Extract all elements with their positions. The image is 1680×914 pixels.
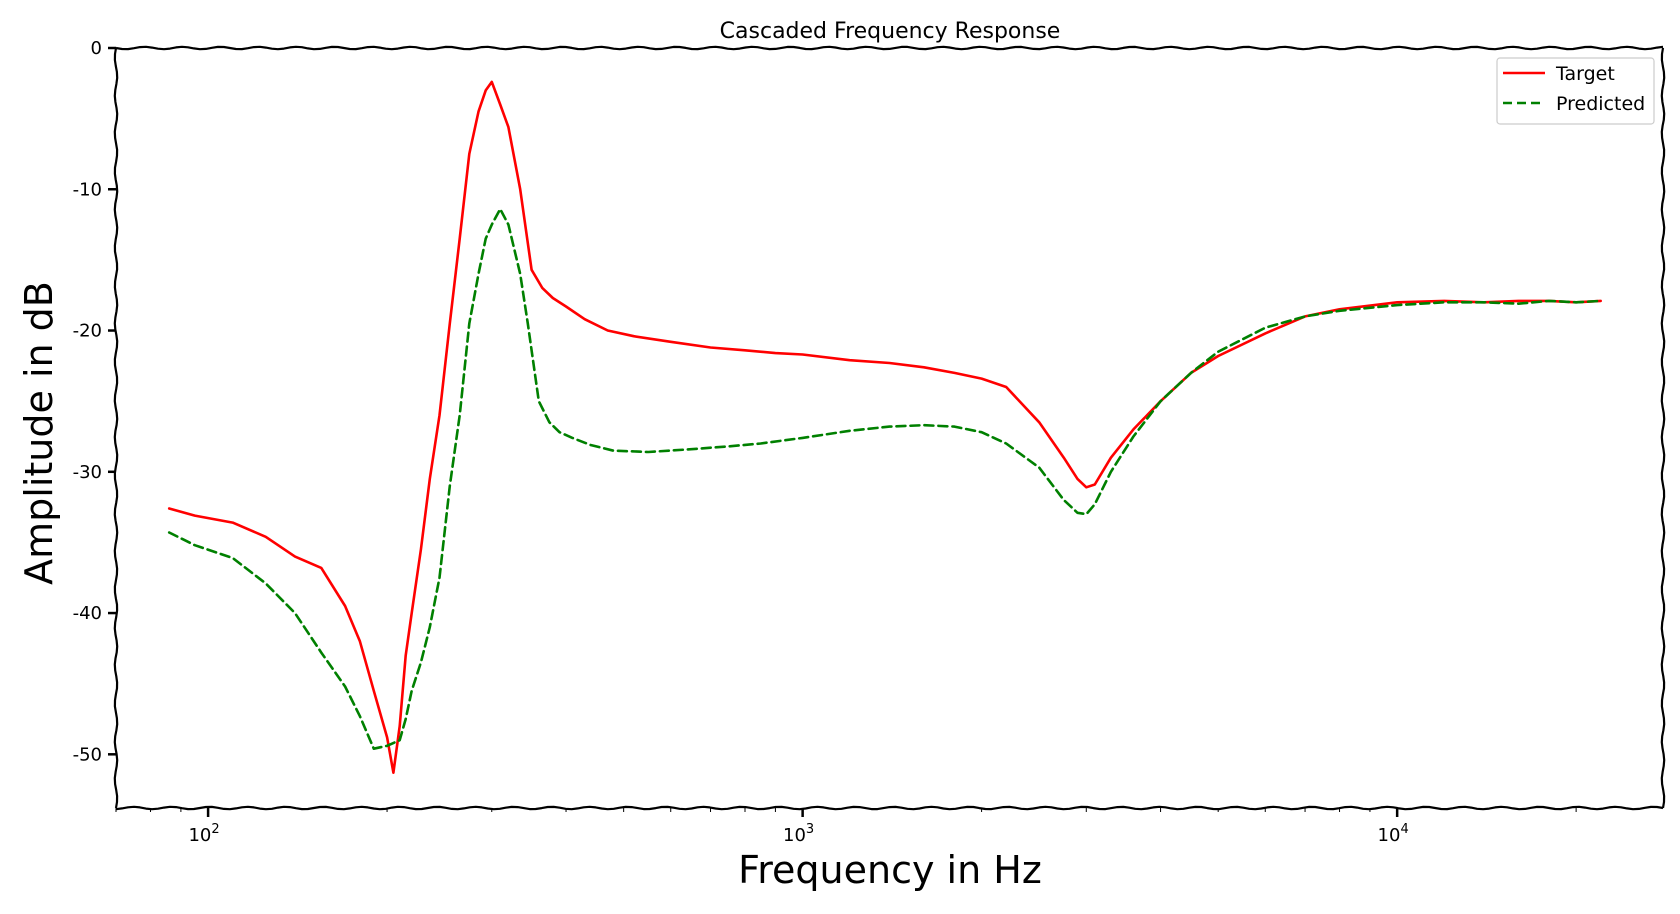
x-tick-label: 103 <box>783 822 814 846</box>
frame-top <box>115 45 1664 51</box>
frame-right <box>1660 47 1666 809</box>
legend-box <box>1496 57 1655 125</box>
y-tick-label: -40 <box>73 603 102 624</box>
y-tick-label: -30 <box>73 462 102 483</box>
legend: Target Predicted <box>1496 57 1655 125</box>
chart-title: Cascaded Frequency Response <box>720 19 1061 44</box>
y-tick-label: 0 <box>91 38 102 59</box>
frame-bottom <box>115 805 1664 811</box>
axis-ticks: 0 -10 -20 -30 -40 -50 102 103 104 <box>73 38 1577 846</box>
y-tick-label: -50 <box>73 744 102 765</box>
series-layer <box>167 80 1602 774</box>
series-line-target <box>167 80 1602 774</box>
x-tick-label: 102 <box>188 822 219 846</box>
frame-left <box>113 47 119 809</box>
legend-label-target: Target <box>1555 63 1615 85</box>
series-line-predicted <box>167 207 1602 750</box>
y-tick-label: -10 <box>73 179 102 200</box>
x-axis-label: Frequency in Hz <box>738 848 1042 892</box>
y-axis-label: Amplitude in dB <box>17 281 61 585</box>
legend-label-predicted: Predicted <box>1556 93 1645 115</box>
y-tick-label: -20 <box>73 321 102 342</box>
plot-frame <box>113 45 1666 811</box>
x-tick-label: 104 <box>1378 822 1409 846</box>
